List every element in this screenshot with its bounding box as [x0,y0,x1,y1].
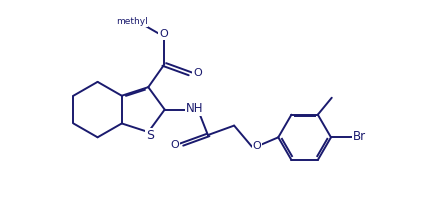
Text: O: O [252,141,261,151]
Text: O: O [159,29,168,39]
Text: O: O [170,140,179,150]
Text: S: S [146,129,154,142]
Text: O: O [193,68,202,78]
Text: methyl: methyl [116,17,148,26]
Text: Br: Br [353,130,366,143]
Text: NH: NH [186,102,204,115]
